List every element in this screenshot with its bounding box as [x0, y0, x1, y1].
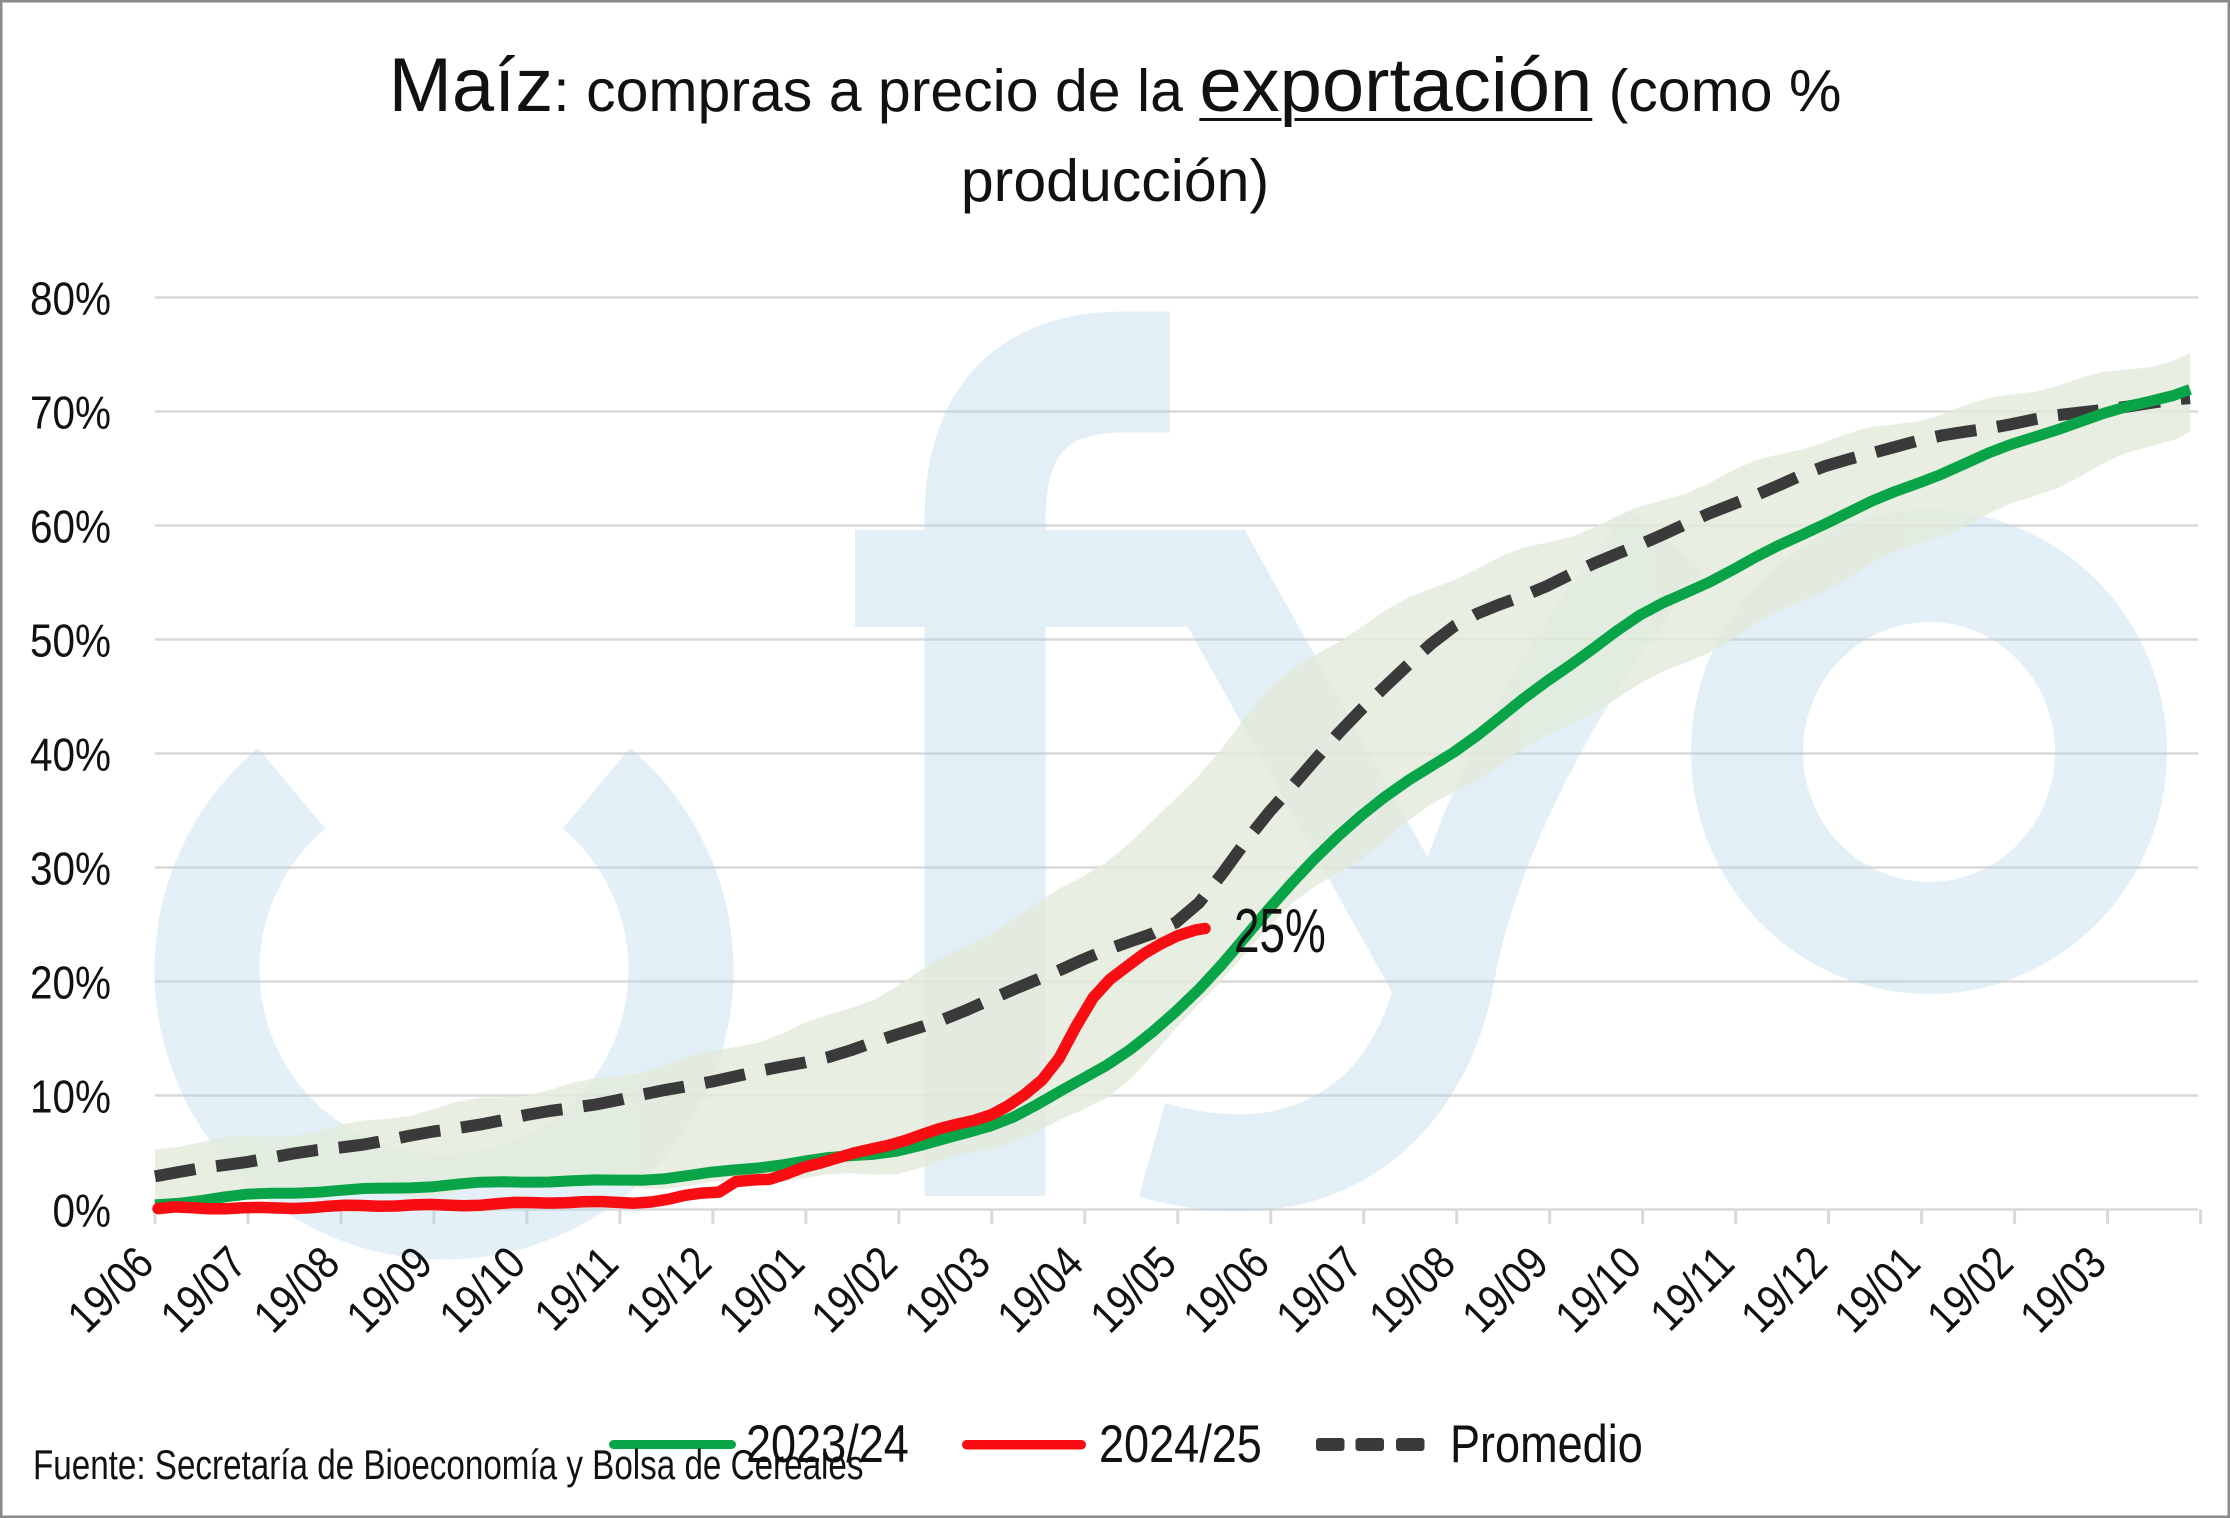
svg-text:19/06: 19/06 [1174, 1237, 1280, 1343]
svg-text:19/04: 19/04 [988, 1237, 1094, 1343]
svg-text:19/10: 19/10 [1546, 1237, 1652, 1343]
svg-text:25%: 25% [1234, 896, 1326, 965]
svg-text:60%: 60% [30, 502, 111, 553]
svg-text:19/08: 19/08 [1360, 1237, 1466, 1343]
svg-text:10%: 10% [30, 1072, 111, 1123]
svg-text:19/09: 19/09 [1453, 1237, 1559, 1343]
svg-text:30%: 30% [30, 844, 111, 895]
svg-text:19/11: 19/11 [525, 1237, 629, 1341]
svg-text:19/01: 19/01 [709, 1237, 815, 1343]
svg-text:19/03: 19/03 [895, 1237, 1001, 1343]
svg-text:80%: 80% [30, 274, 111, 325]
svg-text:19/07: 19/07 [151, 1237, 257, 1343]
svg-text:19/03: 19/03 [2010, 1237, 2116, 1343]
svg-text:40%: 40% [30, 730, 111, 781]
svg-text:19/02: 19/02 [802, 1237, 908, 1343]
svg-text:20%: 20% [30, 958, 111, 1009]
svg-text:50%: 50% [30, 616, 111, 667]
svg-text:0%: 0% [53, 1186, 111, 1237]
svg-text:19/11: 19/11 [1641, 1237, 1745, 1341]
svg-text:19/06: 19/06 [58, 1237, 164, 1343]
svg-text:19/08: 19/08 [244, 1237, 350, 1343]
svg-text:19/01: 19/01 [1824, 1237, 1930, 1343]
svg-text:19/12: 19/12 [616, 1237, 722, 1343]
svg-text:19/02: 19/02 [1917, 1237, 2023, 1343]
svg-text:70%: 70% [30, 388, 111, 439]
svg-text:19/12: 19/12 [1731, 1237, 1837, 1343]
svg-text:19/05: 19/05 [1081, 1237, 1187, 1343]
svg-text:19/07: 19/07 [1267, 1237, 1373, 1343]
